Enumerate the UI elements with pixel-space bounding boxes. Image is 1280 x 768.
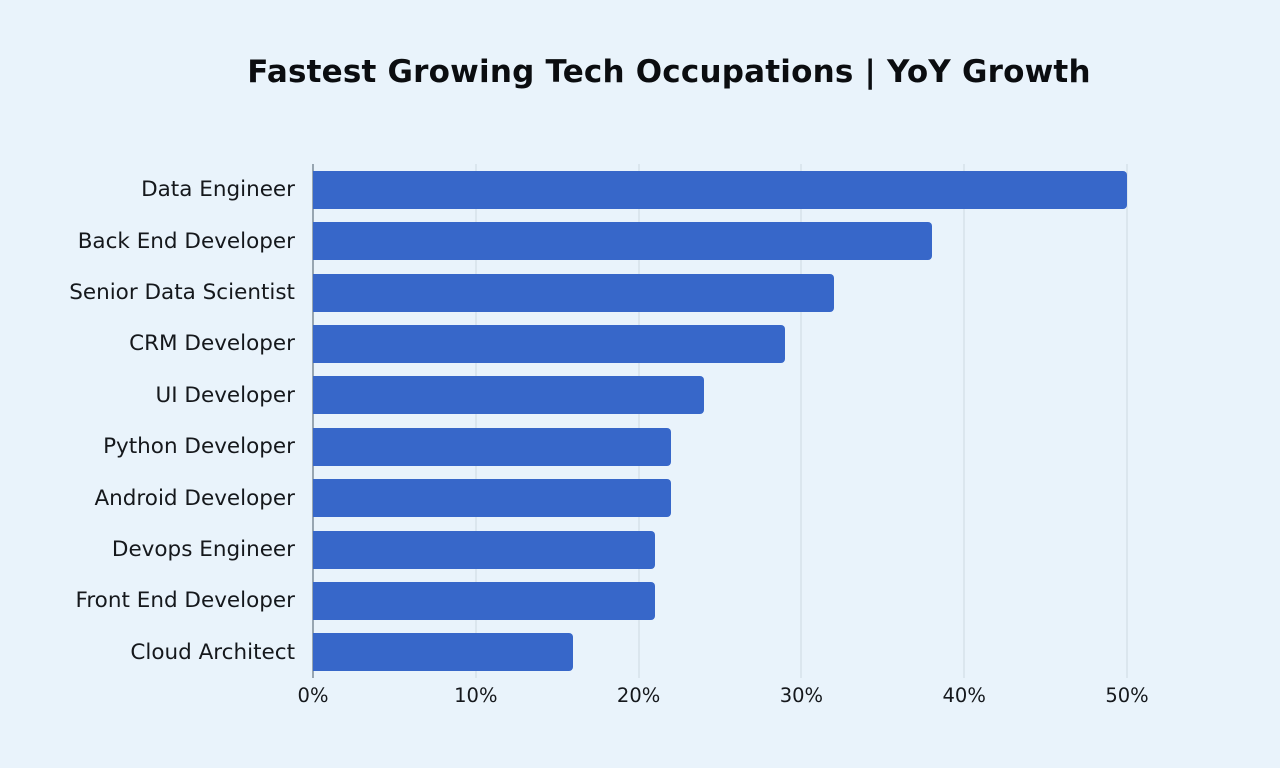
plot-area [312,164,1128,678]
x-tick-label: 0% [297,684,329,707]
gridline [475,164,477,678]
bar[interactable] [313,427,672,466]
x-tick-label: 50% [1105,684,1149,707]
bar-row [313,524,1127,575]
bar-row [313,370,1127,421]
bar-row [313,164,1127,215]
bar[interactable] [313,376,704,415]
bar[interactable] [313,273,834,312]
category-label: Cloud Architect [130,639,295,665]
gridline [638,164,640,678]
gridline [963,164,965,678]
bar-row [313,575,1127,626]
bars-area [313,164,1127,678]
gridline [1126,164,1128,678]
bar-row [313,627,1127,678]
bar[interactable] [313,222,932,261]
category-label: Front End Developer [75,588,295,614]
bar-row [313,267,1127,318]
bar-row [313,421,1127,472]
category-label: Devops Engineer [111,537,295,563]
x-tick-label: 20% [616,684,661,707]
bar[interactable] [313,633,574,672]
x-tick-label: 40% [942,684,986,707]
bar-row [313,472,1127,523]
x-tick-label: 10% [454,684,498,707]
bar-row [313,215,1127,266]
x-tick-label: 30% [779,684,824,707]
category-label: Senior Data Scientist [69,280,295,306]
x-axis: 0% 10% 20% 30% 40% 50% [298,684,1149,714]
bar[interactable] [313,324,786,363]
bar[interactable] [313,530,655,569]
bar[interactable] [313,581,655,620]
category-label: Back End Developer [77,228,295,254]
category-label: UI Developer [155,382,296,408]
y-axis-line [312,164,314,678]
category-labels: Data Engineer Back End Developer Senior Da… [0,164,295,678]
gridlines [312,164,1128,678]
gridline [800,164,802,678]
chart-title: Fastest Growing Tech Occupations | YoY G… [247,54,1091,90]
bar[interactable] [313,170,1127,209]
category-label: Python Developer [103,434,295,460]
bar[interactable] [313,479,672,518]
category-label: Android Developer [94,485,295,511]
bar-row [313,318,1127,369]
category-label: CRM Developer [129,331,295,357]
category-label: Data Engineer [141,177,295,203]
